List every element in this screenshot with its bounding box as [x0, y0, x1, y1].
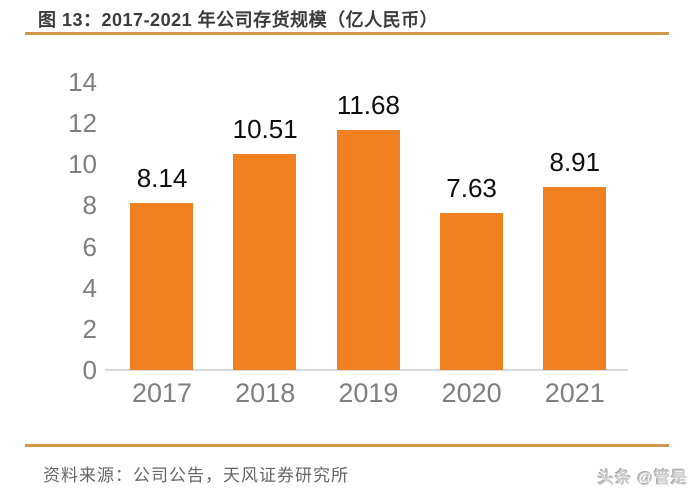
y-axis: 0 2 4 6 8 10 12 14	[40, 69, 97, 383]
x-axis-label-2021: 2021	[544, 378, 605, 408]
y-axis-tick-label: 14	[68, 67, 97, 97]
y-axis-tick-label: 6	[82, 231, 97, 262]
source-note: 资料来源：公司公告，天风证券研究所	[43, 466, 349, 485]
bar-value-label: 8.91	[549, 146, 601, 177]
bar-2019	[336, 129, 400, 370]
bar-2021	[542, 186, 606, 370]
bar-2018	[233, 153, 297, 370]
bar-value-label: 8.14	[136, 162, 188, 193]
x-axis-label-2019: 2019	[338, 378, 399, 408]
bar-value-label: 11.68	[336, 89, 400, 120]
watermark: 头条 @管是	[597, 470, 688, 487]
y-axis-tick-label: 0	[82, 355, 97, 385]
x-axis-label-2017: 2017	[131, 378, 193, 408]
title-divider-line	[25, 32, 669, 35]
chart-title: 图 13：2017-2021 年公司存货规模（亿人民币）	[38, 10, 439, 30]
footer-divider-line	[25, 444, 669, 447]
y-axis-tick-label: 10	[68, 149, 97, 180]
bar-value-label: 10.51	[232, 113, 298, 144]
bar-value-label: 7.63	[446, 173, 497, 204]
y-axis-tick-label: 2	[82, 313, 97, 344]
bar-2017	[130, 202, 194, 370]
y-axis-tick-label: 4	[82, 272, 97, 303]
bar-2020	[439, 213, 503, 370]
y-axis-tick-label: 12	[68, 108, 97, 139]
x-axis-baseline	[105, 369, 628, 371]
x-axis-label-2018: 2018	[235, 378, 296, 408]
y-axis-tick-label: 8	[82, 190, 97, 221]
bar-chart-plot-area: 8.14 2017 10.51 2018 11.68 2019 7.63 2020 8.91 20…	[105, 82, 628, 407]
x-axis-label-2020: 2020	[441, 378, 502, 408]
